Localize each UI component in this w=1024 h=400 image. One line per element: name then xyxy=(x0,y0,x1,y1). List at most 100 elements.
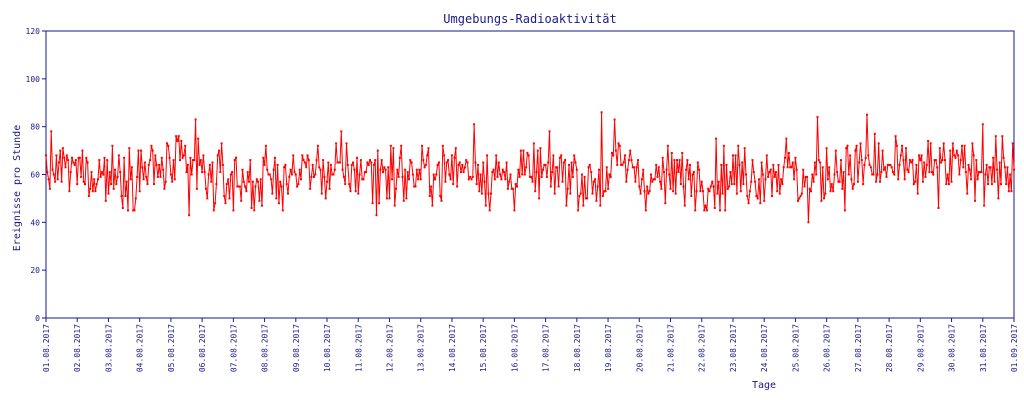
data-point xyxy=(797,199,799,202)
data-point xyxy=(634,180,637,183)
data-point xyxy=(972,154,975,157)
data-point xyxy=(499,173,502,176)
data-point xyxy=(417,178,420,181)
data-point xyxy=(942,142,945,145)
data-point xyxy=(719,209,721,212)
data-point xyxy=(249,159,252,162)
data-point xyxy=(332,173,335,176)
data-point xyxy=(419,178,422,181)
data-point xyxy=(773,175,776,178)
data-point xyxy=(121,207,124,209)
data-point xyxy=(596,185,599,188)
data-point xyxy=(670,152,673,154)
data-point xyxy=(967,163,970,166)
data-point xyxy=(414,185,417,188)
data-point xyxy=(133,209,136,212)
data-point xyxy=(652,178,655,181)
data-point xyxy=(503,171,505,174)
data-point xyxy=(771,195,773,197)
data-point xyxy=(621,163,624,166)
data-point xyxy=(868,163,871,166)
data-point xyxy=(798,197,801,200)
data-point xyxy=(67,159,70,162)
data-point xyxy=(828,166,831,169)
data-point xyxy=(997,197,1000,200)
data-point xyxy=(188,214,191,217)
data-point xyxy=(624,154,626,157)
data-point xyxy=(574,161,577,164)
chart-title: Umgebungs-Radioaktivität xyxy=(443,12,616,26)
data-point xyxy=(52,173,55,176)
data-point xyxy=(320,192,323,195)
data-point xyxy=(189,156,192,159)
data-point xyxy=(737,144,740,147)
data-point xyxy=(163,187,166,190)
data-point xyxy=(90,171,93,174)
data-point xyxy=(811,173,814,176)
data-point xyxy=(436,163,439,166)
data-point xyxy=(258,199,261,202)
data-point xyxy=(924,175,927,178)
data-point xyxy=(64,166,67,169)
data-point xyxy=(112,187,115,190)
data-point xyxy=(339,161,341,164)
x-tick-label-15: 16.08.2017 xyxy=(510,324,519,372)
data-point xyxy=(353,168,356,171)
data-point xyxy=(815,173,818,176)
data-point xyxy=(676,159,678,162)
data-point xyxy=(1007,190,1010,193)
data-point xyxy=(418,168,421,171)
data-point xyxy=(116,175,119,178)
data-point xyxy=(612,154,615,157)
data-point xyxy=(125,180,128,183)
data-point xyxy=(620,163,623,166)
data-point xyxy=(107,192,110,195)
data-point xyxy=(787,152,790,154)
data-point xyxy=(176,140,179,142)
data-point xyxy=(469,175,472,178)
data-point xyxy=(810,190,812,193)
data-point xyxy=(873,132,876,135)
data-point xyxy=(46,171,49,174)
data-point xyxy=(155,163,158,166)
data-point xyxy=(897,178,900,181)
data-point xyxy=(463,166,466,169)
data-point xyxy=(813,161,816,164)
data-point xyxy=(937,207,940,209)
data-point xyxy=(834,149,837,152)
data-point xyxy=(549,185,552,188)
x-tick-label-22: 23.08.2017 xyxy=(729,324,738,372)
data-point xyxy=(168,156,171,159)
series-layer xyxy=(45,111,1015,224)
x-tick-label-13: 14.08.2017 xyxy=(448,324,457,372)
data-point xyxy=(293,171,296,174)
data-point xyxy=(151,149,154,152)
data-point xyxy=(385,197,388,200)
data-point xyxy=(707,187,710,190)
data-point xyxy=(220,142,223,145)
data-point xyxy=(458,161,461,164)
x-tick-label-0: 01.08.2017 xyxy=(42,324,51,372)
data-point xyxy=(516,185,518,188)
data-point xyxy=(518,175,521,178)
x-tick-label-21: 22.08.2017 xyxy=(698,324,707,372)
data-point xyxy=(929,142,932,145)
data-point xyxy=(411,173,414,176)
data-point xyxy=(467,178,470,181)
data-point xyxy=(84,183,86,186)
data-point xyxy=(768,171,771,174)
data-point xyxy=(146,183,149,186)
data-point xyxy=(242,180,245,183)
data-point xyxy=(450,154,453,157)
data-point xyxy=(945,183,948,186)
data-point xyxy=(525,166,528,169)
data-point xyxy=(571,175,574,178)
data-point xyxy=(725,163,728,166)
data-point xyxy=(911,159,914,162)
data-point xyxy=(974,199,976,202)
data-point xyxy=(531,180,534,183)
data-point xyxy=(263,163,266,166)
data-point xyxy=(422,159,425,162)
data-point xyxy=(925,163,928,166)
data-point xyxy=(821,166,824,169)
